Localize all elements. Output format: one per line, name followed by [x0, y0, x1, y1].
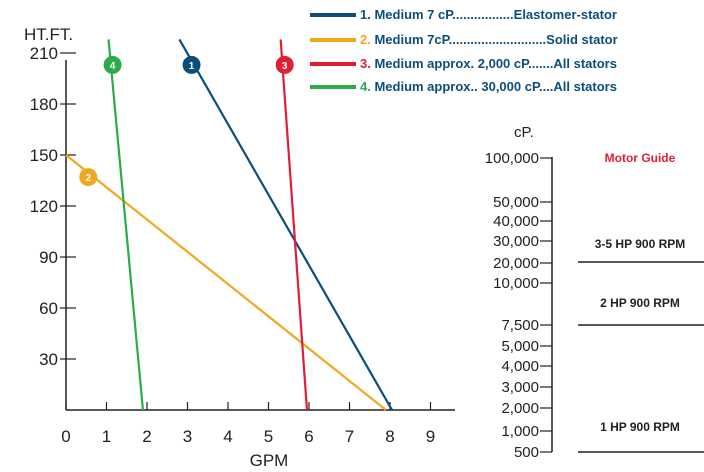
- x-tick-label: 1: [102, 427, 111, 446]
- series-badge-2: [79, 168, 98, 187]
- x-tick-label: 9: [426, 427, 435, 446]
- series-lines: [65, 38, 393, 411]
- legend-item-1: 1. Medium 7 cP.................Elastomer…: [310, 7, 617, 22]
- series-badge-label-1: 1: [189, 61, 195, 72]
- series-badge-label-4: 4: [110, 61, 116, 72]
- legend-text-1: Medium 7 cP.................Elastomer-st…: [371, 7, 617, 22]
- x-axis-label: GPM: [250, 451, 289, 470]
- x-tick-label: 0: [61, 427, 70, 446]
- legend: 1. Medium 7 cP.................Elastomer…: [310, 7, 618, 94]
- x-tick-label: 2: [142, 427, 151, 446]
- viscosity-tick-label: 500: [514, 444, 539, 461]
- x-tick-label: 5: [264, 427, 273, 446]
- motor-guide: cP. 100,000 50,000 40,000 30,000 20,000 10,00…: [485, 124, 704, 461]
- legend-number-2: 2.: [360, 32, 371, 47]
- series-badge-4: [103, 55, 122, 74]
- x-tick-label: 8: [385, 427, 394, 446]
- viscosity-tick-label: 20,000: [493, 255, 539, 272]
- y-tick-label: 180: [30, 95, 58, 114]
- series-badge-label-2: 2: [85, 173, 91, 184]
- series-badge-label-3: 3: [282, 61, 288, 72]
- legend-item-4: 4. Medium approx.. 30,000 cP....All stat…: [310, 79, 617, 94]
- x-tick-label: 6: [304, 427, 313, 446]
- viscosity-tick-label: 2,000: [501, 400, 539, 417]
- y-tick-label: 90: [39, 248, 58, 267]
- y-tick-label: 30: [39, 350, 58, 369]
- legend-text-4: Medium approx.. 30,000 cP....All stators: [371, 79, 617, 94]
- legend-number-1: 1.: [360, 7, 371, 22]
- y-tick-label: 150: [30, 146, 58, 165]
- legend-item-2: 2. Medium 7cP...........................…: [310, 32, 618, 47]
- viscosity-tick-label: 50,000: [493, 194, 539, 211]
- y-ticks: 30 60 90 120 150 180 210: [30, 44, 76, 369]
- viscosity-tick-label: 7,500: [501, 317, 539, 334]
- y-tick-label: 60: [39, 299, 58, 318]
- svg-text:3. Medium approx. 2,000 cP....: 3. Medium approx. 2,000 cP.......All sta…: [360, 56, 617, 71]
- legend-text-3: Medium approx. 2,000 cP.......All stator…: [371, 56, 617, 71]
- series-badge-3: [275, 55, 294, 74]
- y-tick-label: 210: [30, 44, 58, 63]
- svg-text:4. Medium approx.. 30,000 cP..: 4. Medium approx.. 30,000 cP....All stat…: [360, 79, 617, 94]
- motor-guide-title: Motor Guide: [605, 151, 676, 165]
- viscosity-tick-label: 40,000: [493, 213, 539, 230]
- svg-text:2. Medium 7cP.................: 2. Medium 7cP...........................…: [360, 32, 618, 47]
- viscosity-tick-label: 4,000: [501, 358, 539, 375]
- viscosity-tick-label: 5,000: [501, 338, 539, 355]
- viscosity-ticks: 100,000 50,000 40,000 30,000 20,000 10,000 7,5…: [485, 150, 552, 461]
- y-tick-label: 120: [30, 197, 58, 216]
- viscosity-tick-label: 30,000: [493, 233, 539, 250]
- viscosity-unit-label: cP.: [514, 124, 534, 141]
- viscosity-tick-label: 3,000: [501, 379, 539, 396]
- viscosity-tick-label: 1,000: [501, 423, 539, 440]
- series-line-1: [178, 38, 393, 411]
- series-line-4: [107, 39, 145, 411]
- motor-row-3: 1 HP 900 RPM: [600, 420, 680, 434]
- legend-text-2: Medium 7cP...........................Sol…: [371, 32, 618, 47]
- svg-text:1. Medium 7 cP................: 1. Medium 7 cP.................Elastomer…: [360, 7, 617, 22]
- series-badge-1: [182, 55, 201, 74]
- legend-item-3: 3. Medium approx. 2,000 cP.......All sta…: [310, 56, 617, 71]
- x-ticks: 0 1 2 3 4 5 6 7 8 9: [61, 402, 435, 446]
- motor-row-1: 3-5 HP 900 RPM: [595, 237, 686, 251]
- legend-number-3: 3.: [360, 56, 371, 71]
- viscosity-tick-label: 100,000: [485, 150, 539, 167]
- x-tick-label: 4: [223, 427, 232, 446]
- series-line-3: [279, 39, 309, 411]
- series-line-2: [65, 154, 387, 411]
- viscosity-tick-label: 10,000: [493, 275, 539, 292]
- motor-row-2: 2 HP 900 RPM: [600, 296, 680, 310]
- series-badges: 1 2 3 4: [79, 55, 294, 187]
- x-tick-label: 3: [183, 427, 192, 446]
- y-axis-label: HT.FT.: [24, 25, 73, 44]
- x-tick-label: 7: [345, 427, 354, 446]
- legend-number-4: 4.: [360, 79, 371, 94]
